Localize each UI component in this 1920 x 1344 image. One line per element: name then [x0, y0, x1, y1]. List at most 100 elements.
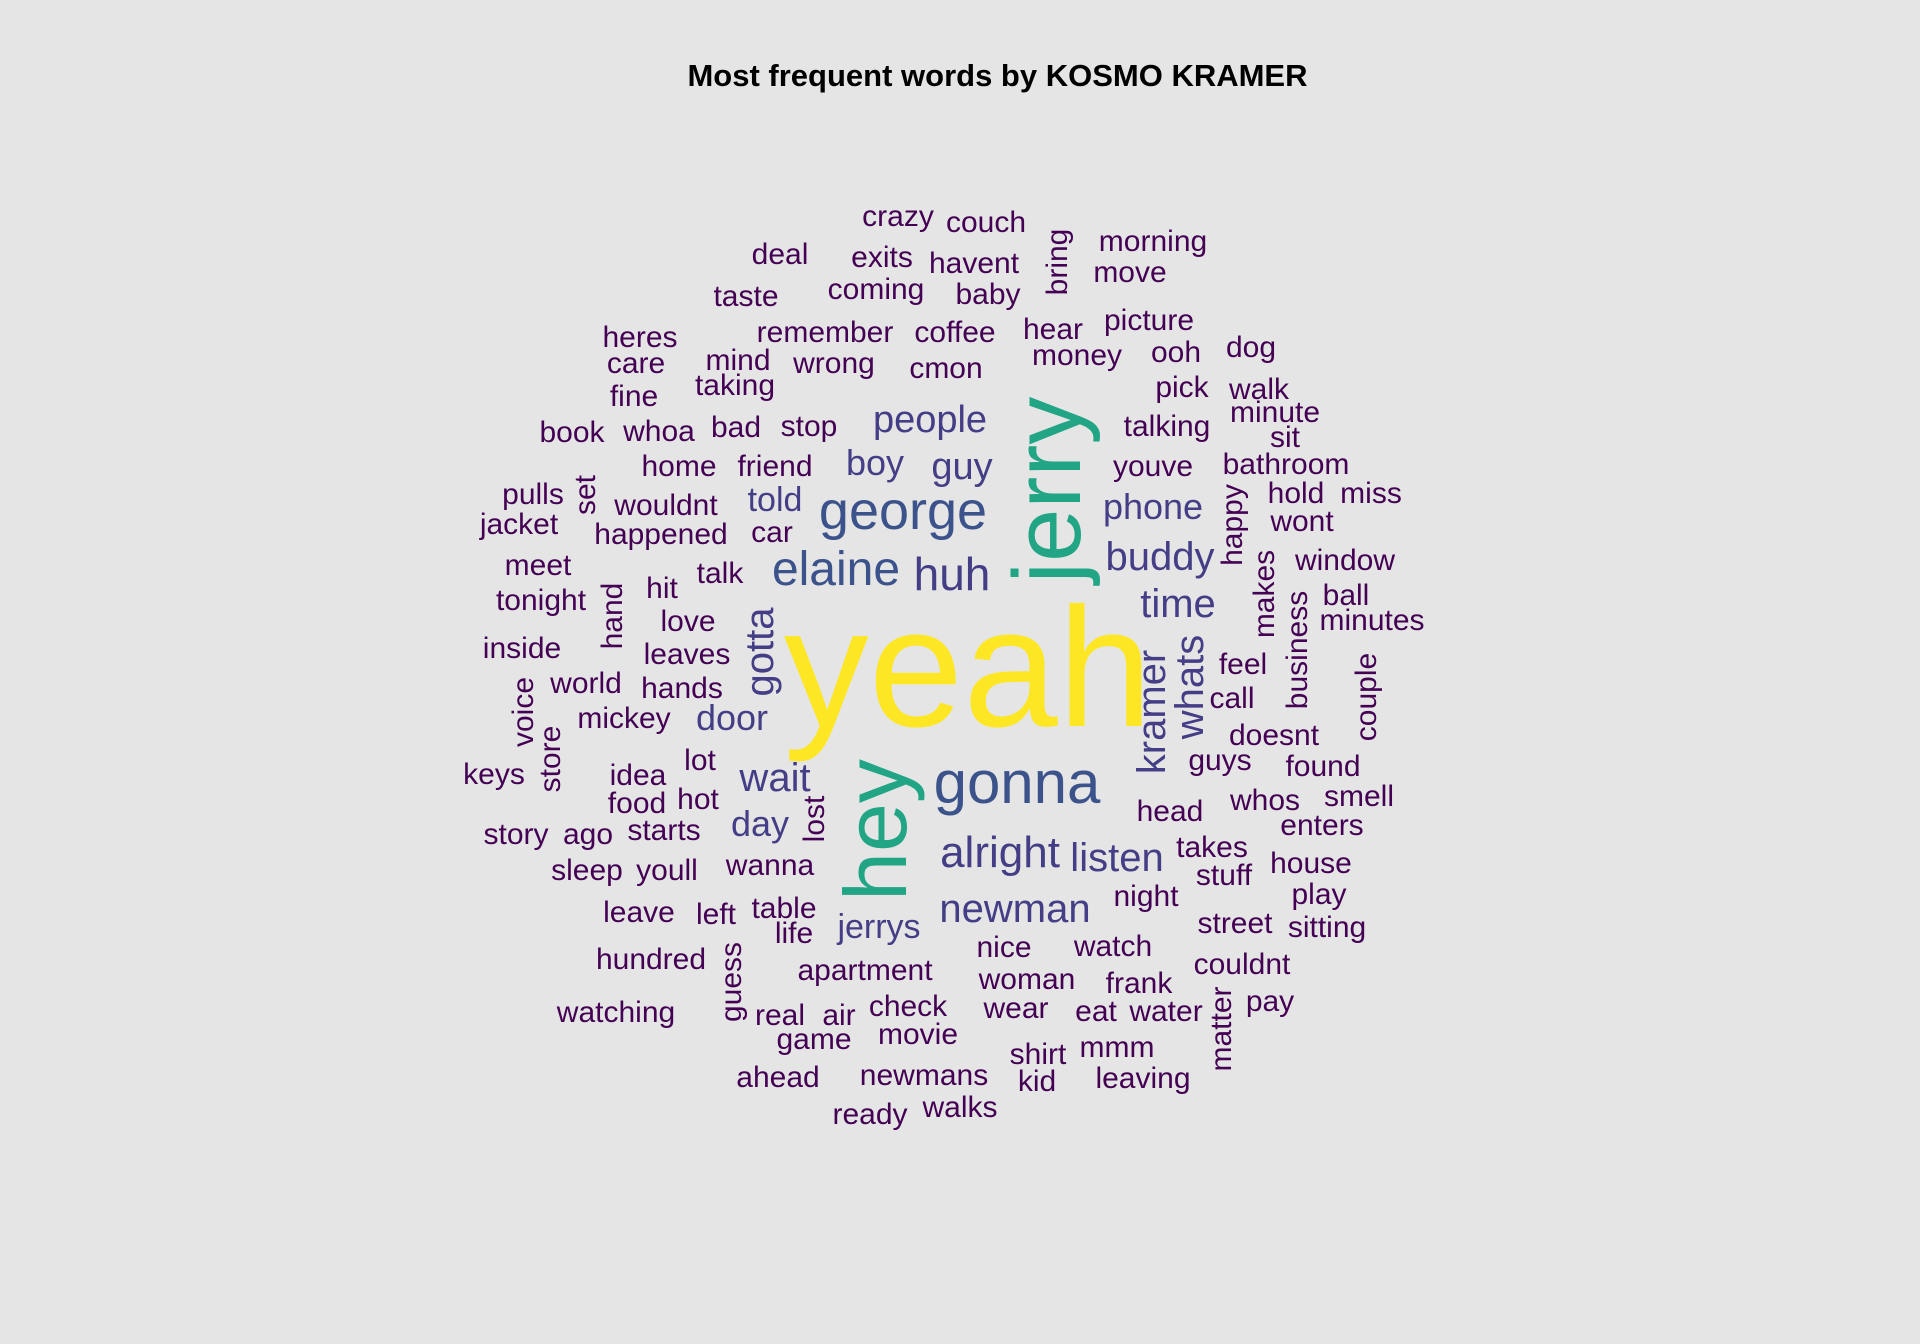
word-buddy: buddy — [1105, 535, 1215, 579]
word-day: day — [730, 803, 790, 844]
word-eat: eat — [1075, 995, 1117, 1028]
word-coffee: coffee — [914, 316, 996, 349]
word-stuff: stuff — [1195, 859, 1253, 892]
word-ball: ball — [1322, 579, 1370, 612]
word-takes: takes — [1176, 831, 1248, 864]
word-set: set — [569, 474, 602, 516]
word-george: george — [818, 481, 988, 541]
word-watching: watching — [556, 996, 676, 1029]
word-gotta: gotta — [738, 607, 782, 697]
word-night: night — [1113, 880, 1179, 913]
word-frank: frank — [1105, 967, 1173, 1000]
word-jerry: jerry — [994, 396, 1101, 584]
word-life: life — [774, 917, 814, 950]
word-couldnt: couldnt — [1193, 948, 1291, 981]
word-hold: hold — [1267, 477, 1325, 510]
word-ahead: ahead — [736, 1061, 820, 1094]
word-hey: hey — [826, 759, 925, 901]
word-food: food — [607, 787, 667, 820]
word-leaves: leaves — [643, 638, 731, 671]
word-nice: nice — [976, 931, 1032, 964]
word-care: care — [606, 347, 666, 380]
word-car: car — [751, 516, 793, 549]
word-walks: walks — [922, 1091, 998, 1124]
word-pay: pay — [1245, 985, 1295, 1018]
word-starts: starts — [627, 814, 701, 847]
word-found: found — [1285, 750, 1361, 783]
word-book: book — [539, 416, 605, 449]
word-tonight: tonight — [495, 584, 587, 617]
word-love: love — [660, 605, 716, 638]
word-wait: wait — [739, 756, 811, 800]
word-remember: remember — [756, 316, 894, 349]
word-pick: pick — [1155, 371, 1209, 404]
word-house: house — [1270, 847, 1352, 880]
word-miss: miss — [1340, 477, 1402, 510]
word-play: play — [1291, 878, 1347, 911]
chart-title: Most frequent words by KOSMO KRAMER — [687, 58, 1308, 93]
word-air: air — [822, 999, 856, 1032]
word-doesnt: doesnt — [1228, 719, 1320, 752]
word-hands: hands — [641, 672, 723, 705]
word-boy: boy — [845, 442, 905, 483]
word-newman: newman — [939, 887, 1091, 931]
word-taking: taking — [694, 369, 776, 402]
word-crazy: crazy — [862, 200, 934, 233]
word-walk: walk — [1228, 373, 1290, 406]
word-world: world — [550, 667, 622, 700]
word-bad: bad — [710, 411, 762, 444]
word-enters: enters — [1280, 809, 1364, 842]
word-hundred: hundred — [595, 943, 707, 976]
word-meet: meet — [504, 549, 572, 582]
word-talk: talk — [696, 557, 744, 590]
word-whats: whats — [1168, 634, 1212, 740]
word-inside: inside — [482, 632, 562, 665]
word-talking: talking — [1123, 410, 1211, 443]
word-youll: youll — [636, 854, 698, 887]
word-hear: hear — [1022, 313, 1084, 346]
word-time: time — [1140, 582, 1216, 626]
word-matter: matter — [1205, 986, 1238, 1072]
word-ready: ready — [832, 1098, 908, 1131]
word-apartment: apartment — [797, 954, 933, 987]
word-guys: guys — [1188, 744, 1252, 777]
word-newmans: newmans — [859, 1059, 989, 1092]
word-watch: watch — [1073, 930, 1153, 963]
word-wont: wont — [1270, 505, 1334, 538]
word-dog: dog — [1225, 331, 1277, 364]
word-mickey: mickey — [577, 702, 671, 735]
word-money: money — [1031, 339, 1123, 372]
word-check: check — [868, 990, 948, 1023]
word-story: story — [483, 818, 549, 851]
word-yeah: yeah — [783, 573, 1153, 763]
word-smell: smell — [1323, 780, 1395, 813]
word-bathroom: bathroom — [1222, 448, 1350, 481]
word-movie: movie — [877, 1018, 959, 1051]
word-woman: woman — [978, 963, 1076, 996]
word-wanna: wanna — [725, 849, 815, 882]
word-morning: morning — [1098, 225, 1208, 258]
word-game: game — [776, 1023, 852, 1056]
word-kramer: kramer — [1130, 649, 1174, 775]
word-leave: leave — [603, 896, 675, 929]
word-business: business — [1281, 590, 1314, 710]
word-store: store — [534, 725, 567, 793]
word-move: move — [1093, 256, 1167, 289]
word-huh: huh — [913, 548, 991, 600]
word-ago: ago — [562, 818, 614, 851]
word-window: window — [1294, 544, 1396, 577]
word-wouldnt: wouldnt — [614, 489, 718, 522]
word-told: told — [747, 481, 803, 519]
word-kid: kid — [1017, 1065, 1057, 1098]
word-picture: picture — [1103, 304, 1195, 337]
word-alright: alright — [940, 828, 1060, 877]
word-minute: minute — [1229, 396, 1321, 429]
word-phone: phone — [1102, 486, 1204, 527]
word-minutes: minutes — [1319, 604, 1425, 637]
word-ooh: ooh — [1150, 336, 1202, 369]
word-hand: hand — [596, 582, 629, 650]
word-gonna: gonna — [933, 749, 1101, 816]
word-call: call — [1209, 682, 1255, 715]
